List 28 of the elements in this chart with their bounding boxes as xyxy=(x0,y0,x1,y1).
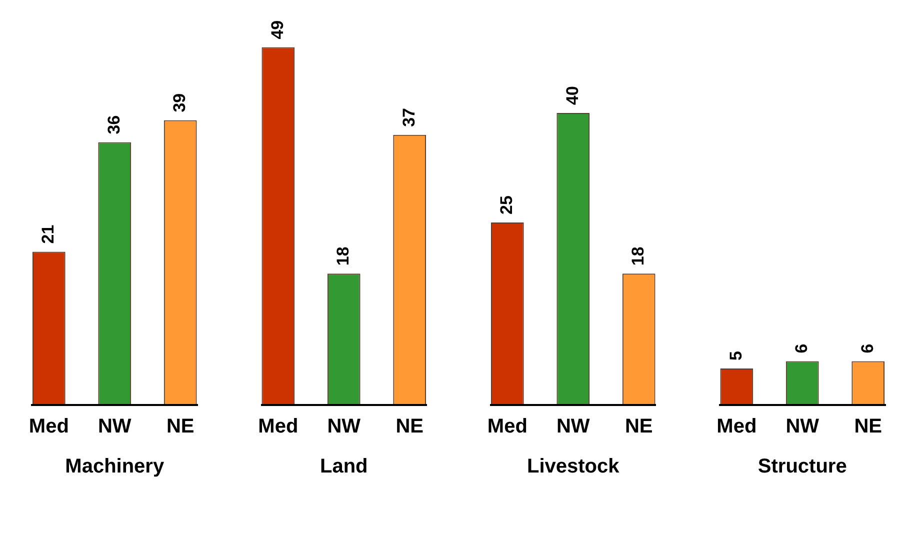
data-label: 18 xyxy=(334,246,353,266)
data-label: 49 xyxy=(268,20,287,40)
text: Med xyxy=(716,416,757,438)
text: NE xyxy=(854,416,882,438)
text: NW xyxy=(556,416,590,438)
text: NW xyxy=(327,416,361,438)
data-label: 25 xyxy=(497,196,516,214)
data-label: 36 xyxy=(104,115,124,134)
data-label: 6 xyxy=(792,344,812,354)
series-label: Med xyxy=(487,416,528,438)
text: NE xyxy=(396,416,424,438)
text: Med xyxy=(28,416,69,438)
data-label: 21 xyxy=(38,224,58,244)
x-tick-label: Land xyxy=(320,456,368,478)
data-label: 5 xyxy=(726,351,746,360)
x-tick-label: Livestock xyxy=(526,456,620,478)
text: NW xyxy=(786,416,820,438)
data-label: 37 xyxy=(399,108,418,127)
series-label: NE xyxy=(166,416,194,438)
x-tick-label: Machinery xyxy=(65,456,165,478)
text: NE xyxy=(624,416,653,438)
data-label: 18 xyxy=(628,246,648,266)
data-label: 40 xyxy=(562,86,582,105)
x-tick-label: Structure xyxy=(758,456,847,478)
series-label: NW xyxy=(98,416,132,438)
text: Med xyxy=(258,416,298,438)
data-label: 39 xyxy=(170,93,190,112)
data-label: 6 xyxy=(858,344,877,354)
